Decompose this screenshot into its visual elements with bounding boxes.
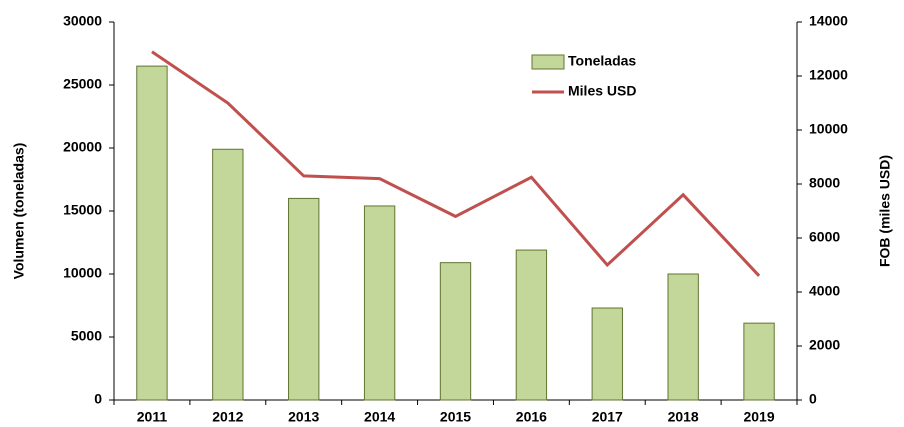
- bar: [212, 148, 244, 401]
- x-tick-label: 2016: [516, 409, 547, 425]
- line: [151, 50, 761, 277]
- x-tick-label: 2019: [743, 409, 774, 425]
- bar: [136, 65, 168, 401]
- y-tick-label: 30000: [63, 13, 102, 29]
- y2-tick-label: 6000: [809, 229, 840, 245]
- legend-swatch: [531, 54, 565, 70]
- bar: [591, 307, 623, 401]
- y-axis-label: Volumen (toneladas): [11, 143, 27, 280]
- y2-tick-label: 4000: [809, 283, 840, 299]
- y2-tick-label: 0: [809, 391, 817, 407]
- y2-tick-label: 8000: [809, 175, 840, 191]
- legend-label: Miles USD: [568, 83, 636, 99]
- y-tick-label: 5000: [71, 328, 102, 344]
- x-tick-label: 2014: [364, 409, 395, 425]
- y-tick-label: 20000: [63, 139, 102, 155]
- x-tick-label: 2011: [137, 409, 168, 425]
- bar: [667, 273, 699, 401]
- x-tick-label: 2015: [440, 409, 471, 425]
- bar: [363, 205, 396, 401]
- y2-tick-label: 14000: [809, 13, 848, 29]
- x-tick-label: 2017: [592, 409, 623, 425]
- x-tick-label: 2012: [212, 409, 243, 425]
- x-tick-label: 2013: [288, 409, 319, 425]
- y2-tick-label: 10000: [809, 121, 848, 137]
- y2-tick-label: 12000: [809, 67, 848, 83]
- bar: [515, 249, 548, 401]
- bar: [439, 262, 472, 401]
- bar: [743, 322, 775, 401]
- y-tick-label: 25000: [63, 76, 102, 92]
- x-tick-label: 2018: [668, 409, 699, 425]
- y-tick-label: 15000: [63, 202, 102, 218]
- y2-tick-label: 2000: [809, 337, 840, 353]
- legend-label: Toneladas: [568, 53, 636, 69]
- y2-axis-label: FOB (miles USD): [877, 155, 893, 267]
- y-tick-label: 0: [94, 391, 102, 407]
- bar: [288, 197, 320, 401]
- y-tick-label: 10000: [63, 265, 102, 281]
